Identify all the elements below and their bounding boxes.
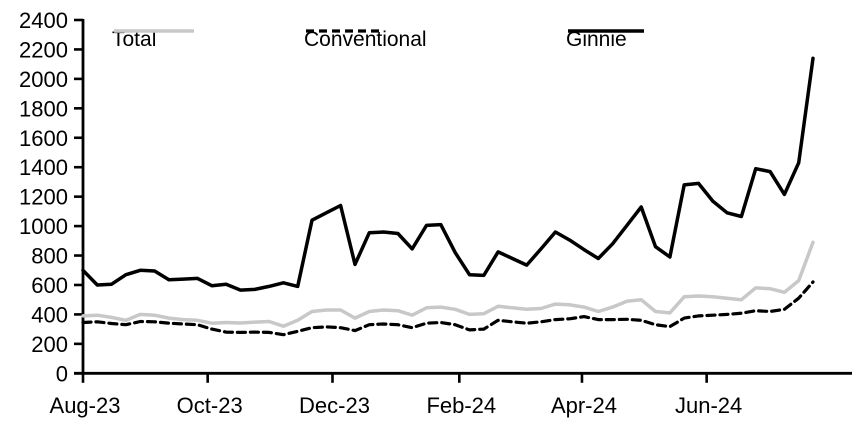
- conventional-line-swatch: [306, 29, 384, 33]
- y-tick-label: 800: [31, 244, 68, 269]
- series-conventional-line: [81, 280, 815, 337]
- y-tick-label: 200: [31, 332, 68, 357]
- x-tick-label: Jun-24: [675, 393, 742, 418]
- y-tick-label: 1800: [19, 96, 68, 121]
- ginnie-line-swatch: [568, 29, 644, 33]
- x-tick-label: Dec-23: [299, 393, 370, 418]
- x-tick-label: Oct-23: [177, 393, 243, 418]
- x-tick-label: Apr-24: [551, 393, 617, 418]
- legend-item-conventional: Conventional: [304, 27, 427, 53]
- legend-label-total: Total: [112, 28, 157, 51]
- y-tick-label: 0: [56, 361, 68, 386]
- y-tick-label: 1400: [19, 155, 68, 180]
- series-ginnie-line: [81, 56, 815, 292]
- legend-label-conventional: Conventional: [304, 28, 427, 51]
- y-tick-label: 600: [31, 273, 68, 298]
- x-axis: Aug-23 Oct-23 Dec-23 Feb-24 Apr-24 Jun-24: [50, 371, 852, 418]
- legend-item-total: Total: [112, 27, 194, 53]
- y-tick-label: 2000: [19, 67, 68, 92]
- y-tick-label: 1000: [19, 214, 68, 239]
- y-tick-label: 400: [31, 302, 68, 327]
- x-tick-label: Feb-24: [426, 393, 496, 418]
- y-tick-label: 1200: [19, 185, 68, 210]
- x-tick-label: Aug-23: [50, 393, 121, 418]
- total-line-swatch: [114, 29, 194, 33]
- legend-item-ginnie: Ginnie: [566, 27, 644, 53]
- y-axis: 0 200 400 600 800 1000 1200 1400 1600 1800 2000 220…: [19, 8, 85, 386]
- y-tick-label: 2400: [19, 8, 68, 33]
- series-total-line: [81, 240, 815, 328]
- y-tick-label: 1600: [19, 126, 68, 151]
- y-tick-label: 2200: [19, 37, 68, 62]
- legend-label-ginnie: Ginnie: [566, 28, 627, 51]
